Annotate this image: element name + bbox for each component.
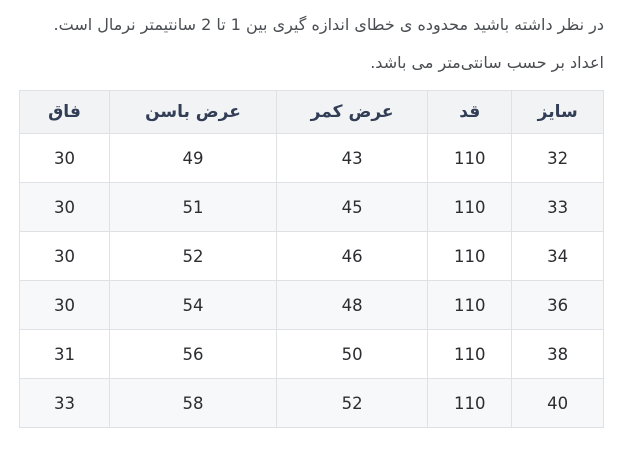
size-table-header-cell: سایز (511, 90, 604, 134)
size-table-body: 32 110 43 49 30 33 110 45 51 30 34 110 46 52 30 36 110 48… (19, 133, 604, 428)
measurement-notes: در نظر داشته باشید محدوده ی خطای اندازه … (19, 6, 604, 82)
size-table-cell: 52 (108, 231, 277, 281)
size-table-cell: 110 (427, 378, 513, 428)
size-table-row: 38 110 50 56 31 (19, 329, 604, 379)
size-table-header-cell: فاق (19, 90, 110, 134)
size-table-head: سایز قد عرض کمر عرض باسن فاق (19, 90, 604, 134)
size-table-cell: 30 (19, 231, 110, 281)
size-table-cell: 30 (19, 182, 110, 232)
size-table-cell: 36 (511, 280, 604, 330)
note-error-range: در نظر داشته باشید محدوده ی خطای اندازه … (53, 15, 604, 34)
size-table-cell: 110 (427, 133, 513, 183)
size-table-row: 34 110 46 52 30 (19, 231, 604, 281)
size-table-row: 32 110 43 49 30 (19, 133, 604, 183)
size-table-cell: 33 (511, 182, 604, 232)
size-table-cell: 52 (275, 378, 429, 428)
size-table-cell: 51 (108, 182, 277, 232)
size-table-cell: 49 (108, 133, 277, 183)
size-table: سایز قد عرض کمر عرض باسن فاق 32 110 43 49 30 33 11… (19, 90, 604, 428)
size-table-cell: 40 (511, 378, 604, 428)
size-table-cell: 110 (427, 231, 513, 281)
size-table-row: 40 110 52 58 33 (19, 378, 604, 428)
size-table-cell: 34 (511, 231, 604, 281)
size-table-cell: 30 (19, 133, 110, 183)
size-table-cell: 45 (275, 182, 429, 232)
size-table-cell: 30 (19, 280, 110, 330)
size-table-header-cell: عرض کمر (275, 90, 429, 134)
size-table-cell: 48 (275, 280, 429, 330)
size-table-cell: 43 (275, 133, 429, 183)
size-table-cell: 58 (108, 378, 277, 428)
size-table-cell: 110 (427, 329, 513, 379)
size-table-cell: 56 (108, 329, 277, 379)
size-table-cell: 46 (275, 231, 429, 281)
size-table-header-cell: قد (427, 90, 513, 134)
size-table-cell: 38 (511, 329, 604, 379)
size-table-header-cell: عرض باسن (108, 90, 277, 134)
size-guide-section: در نظر داشته باشید محدوده ی خطای اندازه … (19, 6, 604, 428)
size-table-cell: 54 (108, 280, 277, 330)
size-table-header-row: سایز قد عرض کمر عرض باسن فاق (19, 90, 604, 134)
size-table-row: 33 110 45 51 30 (19, 182, 604, 232)
size-table-cell: 110 (427, 182, 513, 232)
size-table-cell: 33 (19, 378, 110, 428)
note-unit: اعداد بر حسب سانتی‌متر می باشد. (370, 53, 604, 72)
size-table-cell: 31 (19, 329, 110, 379)
size-table-row: 36 110 48 54 30 (19, 280, 604, 330)
size-table-cell: 50 (275, 329, 429, 379)
size-table-cell: 110 (427, 280, 513, 330)
size-table-cell: 32 (511, 133, 604, 183)
